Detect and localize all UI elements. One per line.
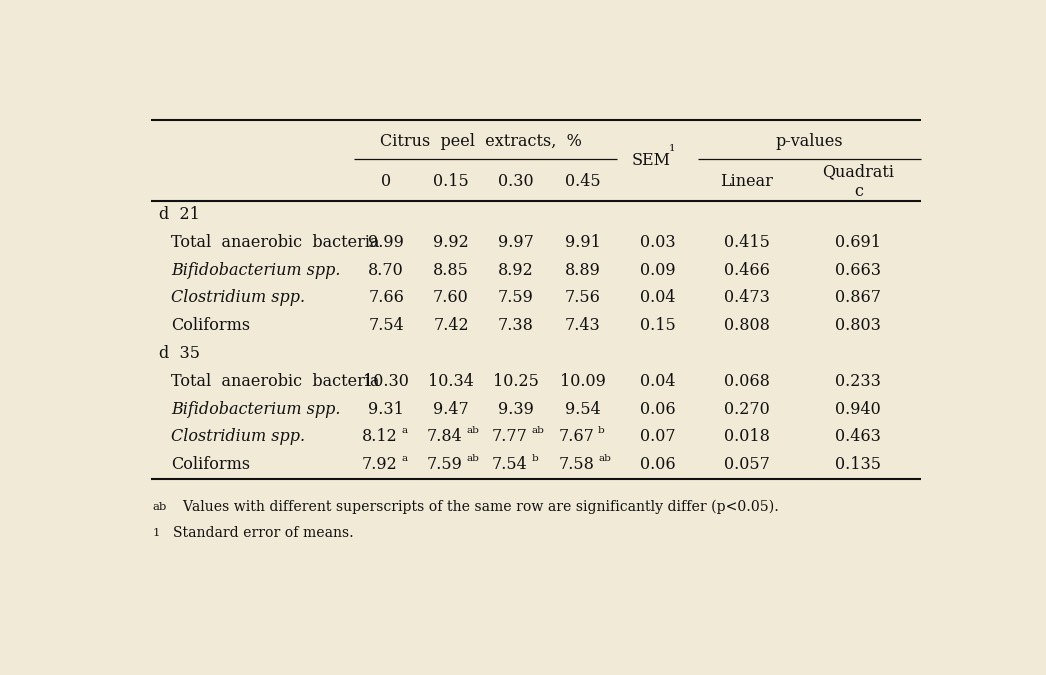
Text: 0.04: 0.04 [640,290,676,306]
Text: ab: ab [531,426,544,435]
Text: 7.59: 7.59 [498,290,533,306]
Text: 10.34: 10.34 [428,373,474,389]
Text: 8.92: 8.92 [498,261,533,279]
Text: 8.85: 8.85 [433,261,469,279]
Text: 0.473: 0.473 [724,290,770,306]
Text: 7.54: 7.54 [368,317,404,334]
Text: a: a [402,454,408,463]
Text: 9.47: 9.47 [433,400,469,418]
Text: 0.135: 0.135 [836,456,882,473]
Text: 0.06: 0.06 [640,400,676,418]
Text: 9.99: 9.99 [368,234,404,250]
Text: 0.466: 0.466 [724,261,770,279]
Text: 0.06: 0.06 [640,456,676,473]
Text: 0.09: 0.09 [640,261,676,279]
Text: 8.12: 8.12 [362,429,397,446]
Text: 0.068: 0.068 [724,373,770,389]
Text: 10.25: 10.25 [493,373,539,389]
Text: 9.54: 9.54 [565,400,600,418]
Text: ab: ab [598,454,611,463]
Text: 9.92: 9.92 [433,234,469,250]
Text: ab: ab [467,454,479,463]
Text: 0.15: 0.15 [640,317,676,334]
Text: d  35: d 35 [159,345,200,362]
Text: 0.803: 0.803 [836,317,881,334]
Text: 0.663: 0.663 [836,261,882,279]
Text: 7.77: 7.77 [492,429,527,446]
Text: 9.91: 9.91 [565,234,600,250]
Text: Bifidobacterium spp.: Bifidobacterium spp. [172,400,341,418]
Text: SEM: SEM [632,152,670,169]
Text: 0.07: 0.07 [640,429,676,446]
Text: 10.09: 10.09 [560,373,606,389]
Text: Total  anaerobic  bacteria: Total anaerobic bacteria [172,234,380,250]
Text: 7.56: 7.56 [565,290,600,306]
Text: Bifidobacterium spp.: Bifidobacterium spp. [172,261,341,279]
Text: 0.30: 0.30 [498,173,533,190]
Text: 0.463: 0.463 [836,429,881,446]
Text: 0.45: 0.45 [565,173,600,190]
Text: Total  anaerobic  bacteria: Total anaerobic bacteria [172,373,380,389]
Text: 1: 1 [153,528,160,538]
Text: 7.59: 7.59 [427,456,462,473]
Text: 7.42: 7.42 [433,317,469,334]
Text: 0.018: 0.018 [724,429,770,446]
Text: 0.691: 0.691 [836,234,882,250]
Text: 0.808: 0.808 [724,317,770,334]
Text: b: b [598,426,605,435]
Text: b: b [531,454,538,463]
Text: 0: 0 [381,173,391,190]
Text: Coliforms: Coliforms [172,456,250,473]
Text: Linear: Linear [721,173,773,190]
Text: 0.233: 0.233 [836,373,881,389]
Text: p-values: p-values [776,133,843,151]
Text: Clostridium spp.: Clostridium spp. [172,290,305,306]
Text: Citrus  peel  extracts,  %: Citrus peel extracts, % [381,133,583,151]
Text: 7.60: 7.60 [433,290,469,306]
Text: 9.39: 9.39 [498,400,533,418]
Text: 9.97: 9.97 [498,234,533,250]
Text: 7.67: 7.67 [559,429,594,446]
Text: Coliforms: Coliforms [172,317,250,334]
Text: 8.89: 8.89 [565,261,600,279]
Text: 7.43: 7.43 [565,317,600,334]
Text: ab: ab [467,426,479,435]
Text: 0.03: 0.03 [640,234,676,250]
Text: Clostridium spp.: Clostridium spp. [172,429,305,446]
Text: Quadrati
c: Quadrati c [822,163,894,200]
Text: Values with different superscripts of the same row are significantly differ (p<0: Values with different superscripts of th… [174,500,778,514]
Text: 7.58: 7.58 [559,456,594,473]
Text: 0.04: 0.04 [640,373,676,389]
Text: 10.30: 10.30 [363,373,409,389]
Text: 1: 1 [669,144,676,153]
Text: 0.415: 0.415 [724,234,770,250]
Text: 0.057: 0.057 [724,456,770,473]
Text: 7.92: 7.92 [362,456,397,473]
Text: Standard error of means.: Standard error of means. [164,526,354,540]
Text: 0.15: 0.15 [433,173,469,190]
Text: 7.84: 7.84 [427,429,462,446]
Text: a: a [402,426,408,435]
Text: 7.38: 7.38 [498,317,533,334]
Text: 0.270: 0.270 [724,400,770,418]
Text: 0.867: 0.867 [836,290,882,306]
Text: d  21: d 21 [159,206,200,223]
Text: 9.31: 9.31 [368,400,404,418]
Text: 7.66: 7.66 [368,290,404,306]
Text: 7.54: 7.54 [492,456,527,473]
Text: 0.940: 0.940 [836,400,881,418]
Text: 8.70: 8.70 [368,261,404,279]
Text: ab: ab [153,502,167,512]
